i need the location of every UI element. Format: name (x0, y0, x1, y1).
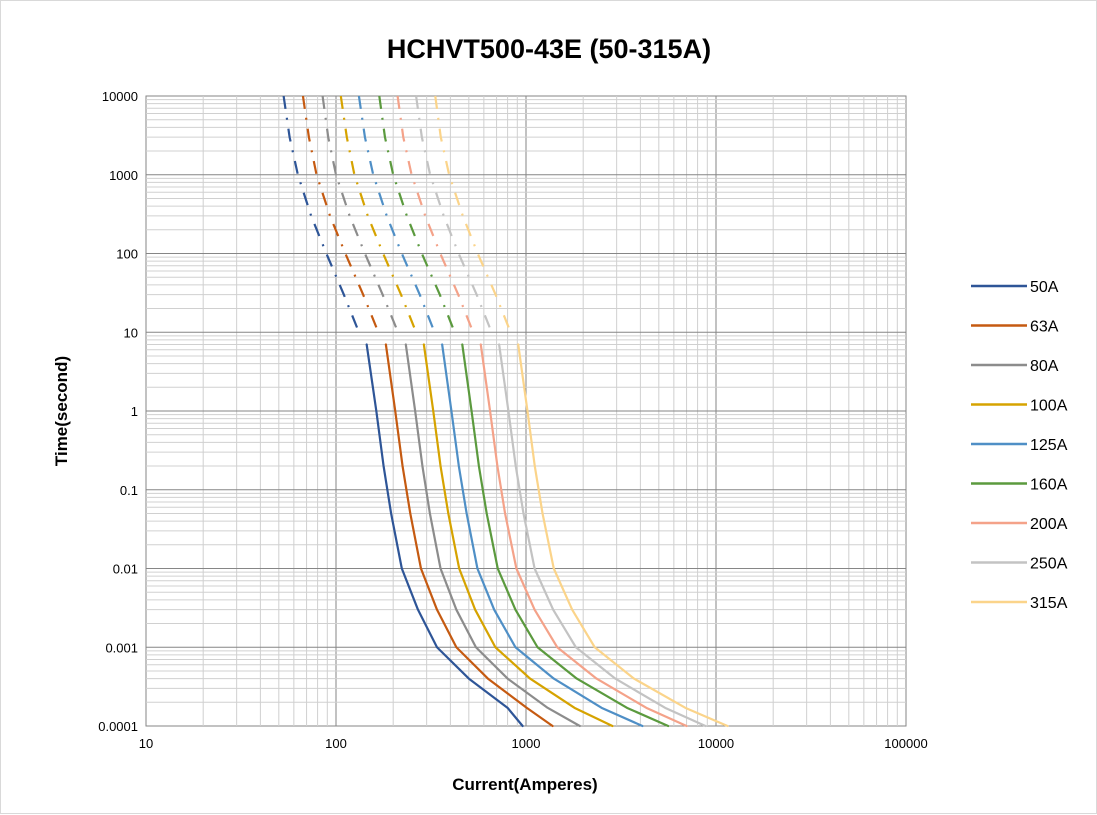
legend-label: 160A (1030, 477, 1068, 494)
series-125A (357, 95, 644, 728)
series-100A (339, 95, 614, 728)
chart-title: HCHVT500-43E (50-315A) (387, 34, 711, 64)
series-line-solid (384, 343, 554, 728)
series-line-solid (365, 343, 524, 728)
series-line-solid (461, 343, 670, 728)
series-250A (415, 95, 707, 728)
y-tick-label: 1 (131, 404, 138, 419)
series-200A (396, 95, 688, 728)
y-tick-label: 0.01 (113, 562, 138, 577)
series-63A (301, 95, 554, 728)
y-tick-label: 0.0001 (98, 719, 138, 734)
series-line-dotted (357, 95, 436, 333)
y-tick-label: 1000 (109, 168, 138, 183)
series-line-dotted (301, 95, 380, 333)
series-50A (282, 95, 524, 728)
series-line-solid (422, 343, 614, 728)
x-tick-label: 1000 (512, 736, 541, 751)
series-160A (378, 95, 670, 728)
x-tick-label: 10000 (698, 736, 734, 751)
grid (145, 95, 907, 727)
legend-label: 315A (1030, 595, 1068, 612)
series-line-solid (404, 343, 581, 728)
series-line-dotted (321, 95, 400, 333)
series-line-solid (441, 343, 644, 728)
series-line-dotted (396, 95, 475, 333)
series-line-dotted (378, 95, 456, 333)
y-tick-label: 100 (116, 247, 138, 262)
legend-label: 63A (1030, 319, 1059, 336)
series-line-dotted (339, 95, 418, 333)
series-80A (321, 95, 581, 728)
y-tick-label: 0.1 (120, 483, 138, 498)
legend: 50A 63A 80A 100A 125A 160A 200A 250A 315A (971, 279, 1068, 612)
x-tick-label: 10 (139, 736, 153, 751)
series-line-solid (479, 343, 688, 728)
y-tick-label: 10 (124, 325, 138, 340)
y-tick-label: 10000 (102, 89, 138, 104)
legend-label: 200A (1030, 516, 1068, 533)
legend-label: 80A (1030, 358, 1059, 375)
tick-labels: 10 100 1000 10000 100000 10000 1000 100 10 1 0.1 0.… (98, 89, 927, 751)
y-axis-title: Time(second) (52, 356, 71, 466)
legend-label: 250A (1030, 556, 1068, 573)
x-axis-title: Current(Amperes) (452, 775, 597, 794)
series-315A (434, 95, 729, 728)
series-line-solid (517, 343, 729, 728)
x-tick-label: 100 (325, 736, 347, 751)
series-line-dotted (282, 95, 360, 333)
series-line-dotted (434, 95, 512, 333)
x-tick-label: 100000 (884, 736, 927, 751)
legend-label: 50A (1030, 279, 1059, 296)
legend-label: 125A (1030, 437, 1068, 454)
series-line-solid (498, 343, 707, 728)
series-layer (282, 95, 729, 728)
legend-label: 100A (1030, 398, 1068, 415)
y-tick-label: 0.001 (105, 640, 138, 655)
series-line-dotted (415, 95, 493, 333)
